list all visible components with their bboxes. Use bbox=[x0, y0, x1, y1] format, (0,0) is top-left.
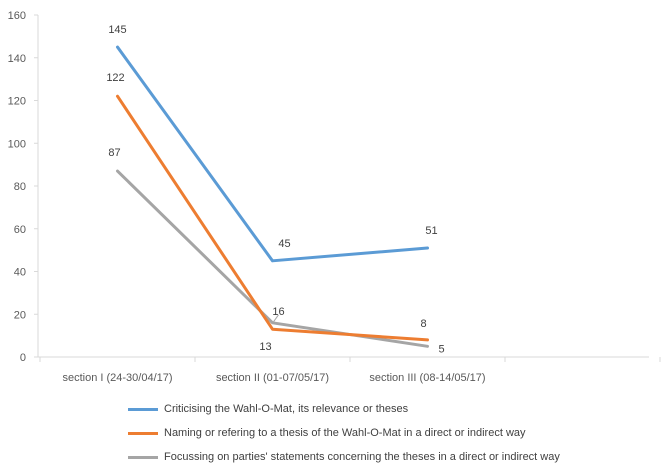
y-tick-label: 60 bbox=[14, 224, 26, 236]
legend-label-focussing: Focussing on parties' statements concern… bbox=[164, 451, 560, 463]
y-tick-label: 100 bbox=[8, 138, 26, 150]
x-tick-label: section II (01-07/05/17) bbox=[216, 372, 329, 384]
data-label: 13 bbox=[259, 341, 271, 353]
data-label: 145 bbox=[108, 24, 126, 36]
y-tick-label: 120 bbox=[8, 96, 26, 108]
data-label: 45 bbox=[278, 238, 290, 250]
data-label: 16 bbox=[272, 306, 284, 318]
legend: Criticising the Wahl-O-Mat, its relevanc… bbox=[128, 397, 560, 469]
legend-label-criticising: Criticising the Wahl-O-Mat, its relevanc… bbox=[164, 403, 409, 415]
legend-item-criticising: Criticising the Wahl-O-Mat, its relevanc… bbox=[128, 397, 560, 421]
legend-item-naming: Naming or refering to a thesis of the Wa… bbox=[128, 421, 560, 445]
legend-swatch-focussing bbox=[128, 455, 158, 459]
data-label: 51 bbox=[425, 225, 437, 237]
legend-swatch-naming bbox=[128, 431, 158, 435]
data-label: 5 bbox=[438, 343, 444, 355]
y-axis: 0 20 40 60 80 100 120 140 160 bbox=[8, 10, 39, 364]
legend-swatch-criticising bbox=[128, 407, 158, 411]
y-tick-label: 80 bbox=[14, 181, 26, 193]
data-label: 8 bbox=[420, 318, 426, 330]
series-lines bbox=[116, 45, 429, 348]
y-tick-label: 0 bbox=[20, 352, 26, 364]
legend-item-focussing: Focussing on parties' statements concern… bbox=[128, 445, 560, 469]
x-tick-label: section III (08-14/05/17) bbox=[369, 372, 485, 384]
series-line-focussing bbox=[116, 169, 429, 348]
y-tick-label: 160 bbox=[8, 10, 26, 22]
data-label-leader bbox=[273, 314, 279, 323]
series-line-criticising bbox=[116, 45, 429, 263]
series-line-naming bbox=[116, 94, 429, 342]
y-tick-label: 20 bbox=[14, 309, 26, 321]
data-label: 87 bbox=[108, 147, 120, 159]
y-tick-label: 40 bbox=[14, 267, 26, 279]
x-axis: section I (24-30/04/17) section II (01-07… bbox=[38, 356, 661, 384]
x-tick-label: section I (24-30/04/17) bbox=[62, 372, 172, 384]
data-label: 122 bbox=[106, 72, 124, 84]
legend-label-naming: Naming or refering to a thesis of the Wa… bbox=[164, 427, 526, 439]
y-tick-label: 140 bbox=[8, 53, 26, 65]
data-labels: 145 45 51 122 13 8 87 16 5 bbox=[106, 24, 444, 355]
